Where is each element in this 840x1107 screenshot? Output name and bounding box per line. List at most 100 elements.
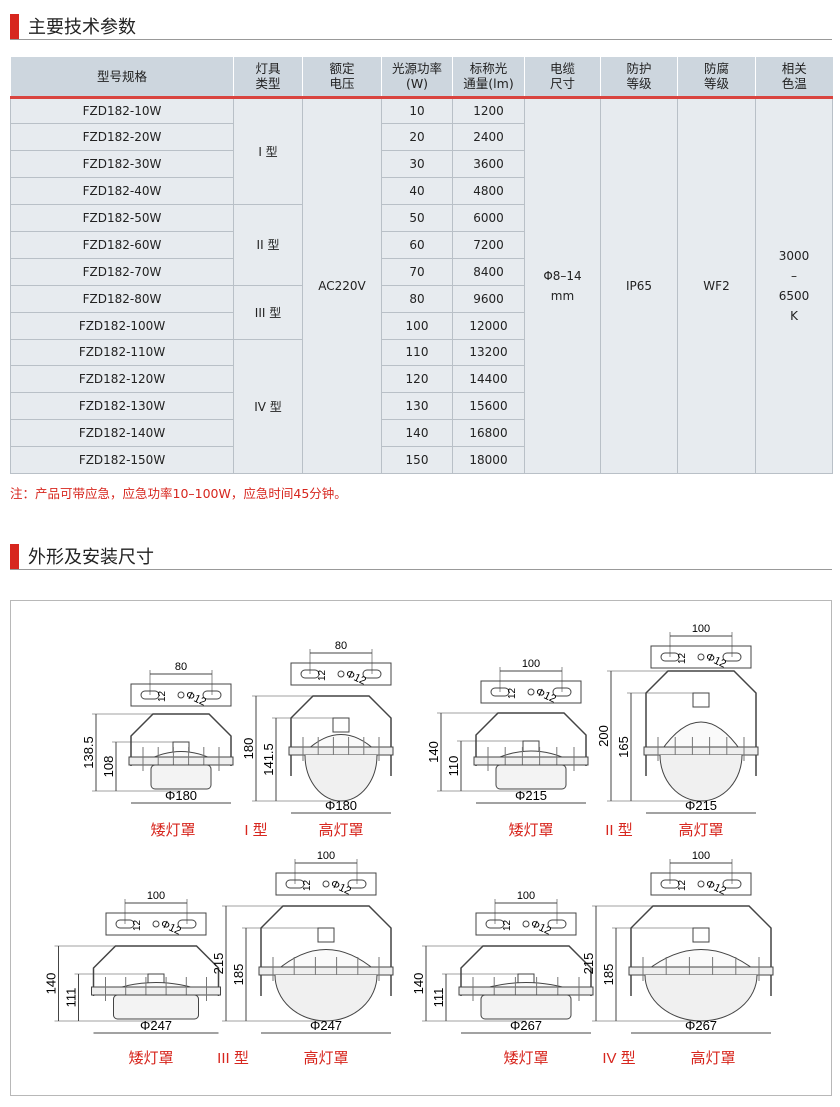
table-row: FZD182-10W I 型 AC220V 10 1200 Φ8–14 mm IP65 WF2… [10,96,833,474]
model-cell: FZD182-150W [10,446,234,474]
flux-cell: 2400 [452,123,525,152]
emergency-note: 注：产品可带应急，应急功率10–100W，应急时间45分钟。 [10,486,347,501]
column-header: 标称光 通量(lm) [452,57,525,99]
lamp-fins [91,986,221,996]
lamp-fins [128,756,234,766]
table-row: FZD182-100W 100 12000 [10,311,833,340]
lamp-fins [473,756,589,766]
cable-cell: Φ8–14 mm [524,96,601,474]
voltage-cell: AC220V [302,96,382,474]
mounting-hole [337,670,345,678]
column-header: 防护 等级 [600,57,678,99]
anticorrosion-cell: WF2 [677,96,756,474]
slot-height-label: 12 [677,652,688,664]
model-cell: FZD182-60W [10,230,234,259]
section-title: 主要技术参数 [28,17,136,38]
inner-height-label: 165 [616,736,631,758]
lamp-fins [643,746,759,756]
outer-height-label: 138.5 [81,736,96,769]
diameter-label: Φ267 [510,1018,542,1033]
flux-cell: 16800 [452,419,525,448]
model-cell: FZD182-100W [10,311,234,340]
power-cell: 120 [381,365,453,394]
inner-height-label: 108 [101,756,116,778]
lamp-neck [317,927,335,943]
high-cover-label: 高灯罩 [318,822,363,839]
slot-height-label: 12 [157,690,168,702]
section-header-dimensions: 外形及安装尺寸 [10,542,832,570]
power-cell: 110 [381,338,453,367]
bracket-frame [630,905,772,996]
mounting-hole [697,880,705,888]
slot-height-label: 12 [502,919,513,931]
table-row: FZD182-40W 40 4800 [10,177,833,206]
lamp-type-cell: I 型 [233,96,303,206]
slot-spacing-label: 100 [317,850,335,862]
power-cell: 30 [381,150,453,179]
mounting-hole [152,920,160,928]
column-header: 型号规格 [10,57,234,99]
high-cover-label: 高灯罩 [690,1050,735,1067]
model-cell: FZD182-130W [10,392,234,421]
model-cell: FZD182-70W [10,257,234,286]
table-row: FZD182-150W 150 18000 [10,446,833,474]
inner-height-label: 185 [231,964,246,986]
slot-spacing-label: 80 [335,640,347,652]
high-cover [644,974,758,1022]
lamp-fins [288,746,394,756]
outer-height-label: 140 [44,973,59,995]
low-cover-label: 矮灯罩 [503,1050,548,1067]
low-cover [495,764,567,790]
table-row: FZD182-130W 130 15600 [10,392,833,421]
table-row: FZD182-140W 140 16800 [10,419,833,448]
outer-height-label: 215 [581,953,596,975]
flux-cell: 14400 [452,365,525,394]
flux-cell: 18000 [452,446,525,474]
section-marker [10,14,19,39]
diameter-label: Φ180 [165,788,197,803]
high-cover [304,754,378,802]
type-label: IV 型 [602,1050,635,1067]
table-row: FZD182-20W 20 2400 [10,123,833,152]
table-row: FZD182-70W 70 8400 [10,257,833,286]
inner-height-label: 111 [431,988,446,1008]
table-row: FZD182-50W II 型 50 6000 [10,204,833,286]
lamp-neck [692,927,710,943]
flux-cell: 6000 [452,204,525,232]
slot-spacing-label: 100 [692,850,710,862]
inner-height-label: 185 [601,964,616,986]
bracket-frame [260,905,392,996]
power-cell: 50 [381,204,453,232]
lamp-type-cell: II 型 [233,204,303,286]
outer-height-label: 200 [596,725,611,747]
slot-height-label: 12 [677,879,688,891]
lamp-fins [258,966,394,976]
mounting-hole [527,688,535,696]
flux-cell: 13200 [452,338,525,367]
diameter-label: Φ215 [685,798,717,813]
mounting-hole [322,880,330,888]
slot-height-label: 12 [302,879,313,891]
slot-height-label: 12 [317,669,328,681]
low-cover-label: 矮灯罩 [150,822,195,839]
mounting-hole [522,920,530,928]
outer-height-label: 215 [211,953,226,975]
inner-height-label: 141.5 [261,743,276,776]
slot-height-label: 12 [132,919,143,931]
flux-cell: 12000 [452,311,525,340]
power-cell: 150 [381,446,453,474]
column-header: 灯具 类型 [233,57,303,99]
bracket-frame [92,945,220,996]
mounting-hole [697,653,705,661]
model-cell: FZD182-50W [10,204,234,232]
power-cell: 20 [381,123,453,152]
outer-height-label: 180 [241,738,256,760]
power-cell: 130 [381,392,453,421]
bracket-frame [130,713,232,766]
low-cover-label: 矮灯罩 [508,822,553,839]
mounting-hole [177,691,185,699]
high-cover [659,754,743,802]
model-cell: FZD182-30W [10,150,234,179]
table-row: FZD182-30W 30 3600 [10,150,833,179]
high-cover-label: 高灯罩 [303,1050,348,1067]
